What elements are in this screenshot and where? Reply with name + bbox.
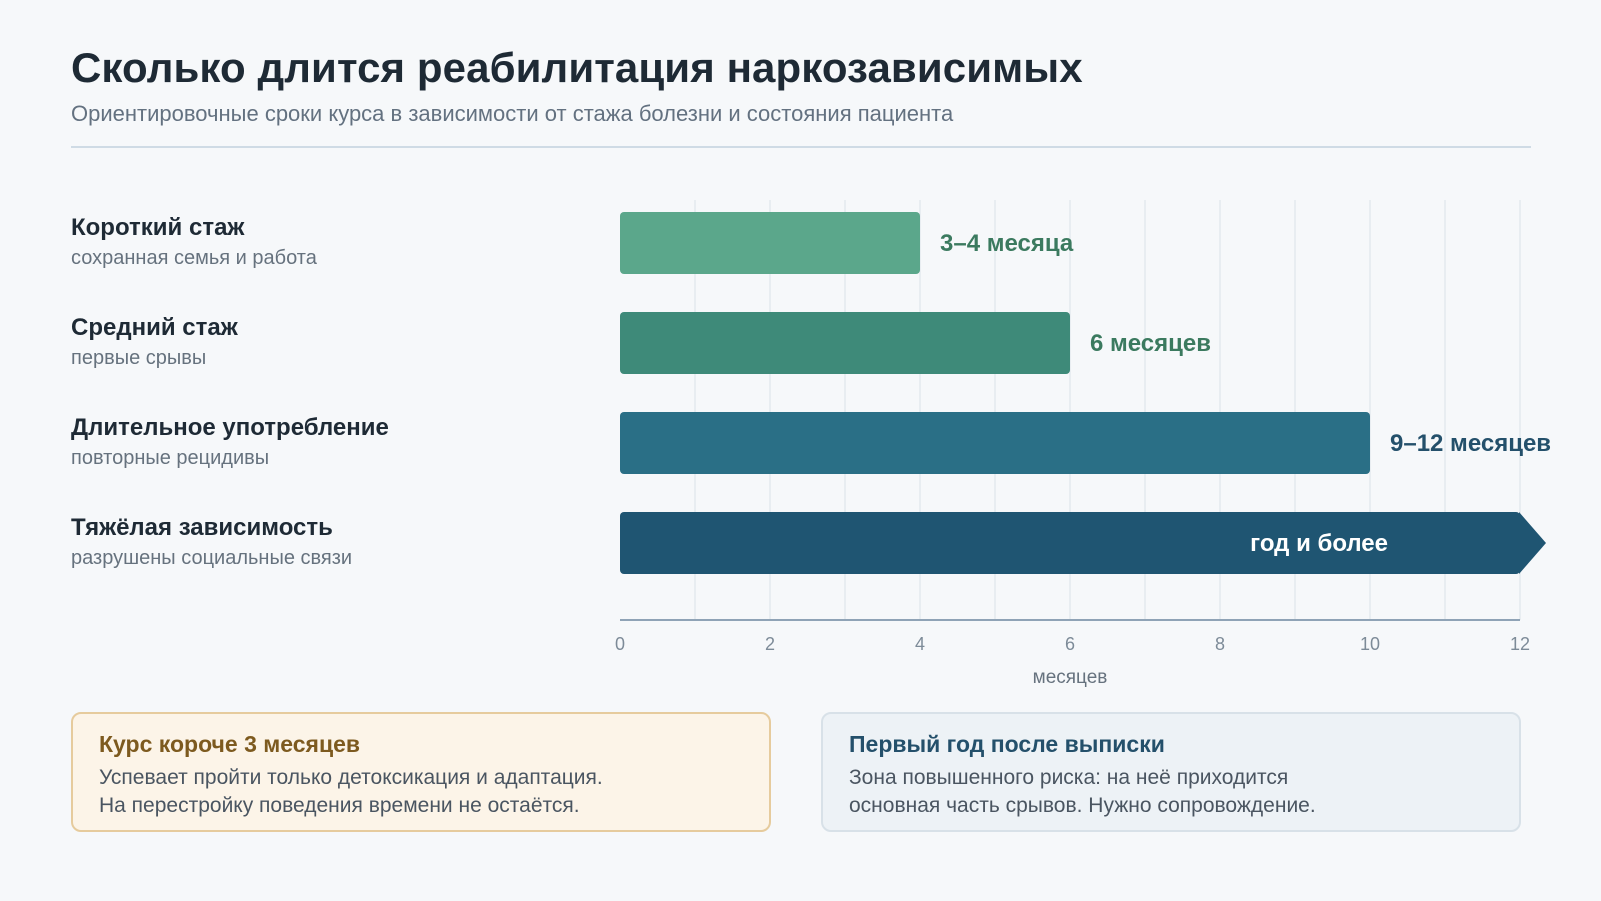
row-label-long: Длительное употребление повторные рециди… bbox=[71, 414, 389, 472]
x-tick-label: 12 bbox=[1510, 634, 1530, 654]
note-text-line: основная часть срывов. Нужно сопровожден… bbox=[849, 794, 1316, 817]
note-text-line: На перестройку поведения времени не оста… bbox=[99, 794, 580, 817]
page-subtitle: Ориентировочные сроки курса в зависимост… bbox=[71, 101, 954, 126]
x-tick-label: 0 bbox=[615, 634, 625, 654]
row-label-severe: Тяжёлая зависимость разрушены социальные… bbox=[71, 514, 352, 572]
x-axis-title: месяцев bbox=[1032, 667, 1108, 688]
note-title: Курс короче 3 месяцев bbox=[99, 731, 361, 757]
data-label: 3–4 месяца bbox=[940, 230, 1074, 257]
x-tick-label: 6 bbox=[1065, 634, 1075, 654]
bar bbox=[620, 412, 1370, 474]
x-tick-label: 8 bbox=[1215, 634, 1225, 654]
data-label: год и более bbox=[1250, 530, 1388, 557]
header-divider bbox=[71, 146, 1531, 148]
row-description: первые срывы bbox=[71, 347, 207, 369]
note-card-short-course: Курс короче 3 месяцев Успевает пройти то… bbox=[71, 712, 771, 832]
page-title: Сколько длится реабилитация наркозависим… bbox=[71, 44, 1083, 91]
bar bbox=[620, 512, 1520, 574]
row-description: повторные рецидивы bbox=[71, 447, 270, 469]
x-tick-label: 4 bbox=[915, 634, 925, 654]
data-label: 9–12 месяцев bbox=[1390, 430, 1551, 457]
row-name: Средний стаж bbox=[71, 314, 238, 341]
row-description: разрушены социальные связи bbox=[71, 547, 353, 569]
note-text-line: Зона повышенного риска: на неё приходитс… bbox=[849, 766, 1289, 789]
row-name: Длительное употребление bbox=[71, 414, 389, 441]
x-tick-label: 2 bbox=[765, 634, 775, 654]
row-description: сохранная семья и работа bbox=[71, 247, 317, 269]
bar-arrow bbox=[1519, 512, 1546, 574]
bar bbox=[620, 212, 920, 274]
row-name: Короткий стаж bbox=[71, 214, 245, 241]
data-label: 6 месяцев bbox=[1090, 330, 1211, 357]
row-label-medium: Средний стаж первые срывы bbox=[71, 314, 238, 372]
bar bbox=[620, 312, 1070, 374]
note-card-first-year: Первый год после выписки Зона повышенног… bbox=[821, 712, 1521, 832]
row-name: Тяжёлая зависимость bbox=[71, 514, 333, 541]
note-text-line: Успевает пройти только детоксикация и ад… bbox=[99, 766, 603, 789]
note-title: Первый год после выписки bbox=[849, 731, 1165, 757]
x-tick-label: 10 bbox=[1360, 634, 1380, 654]
duration-bar-chart: 3–4 месяца 6 месяцев 9–12 месяцев год и бол… bbox=[615, 200, 1551, 654]
row-label-short: Короткий стаж сохранная семья и работа bbox=[71, 214, 317, 272]
